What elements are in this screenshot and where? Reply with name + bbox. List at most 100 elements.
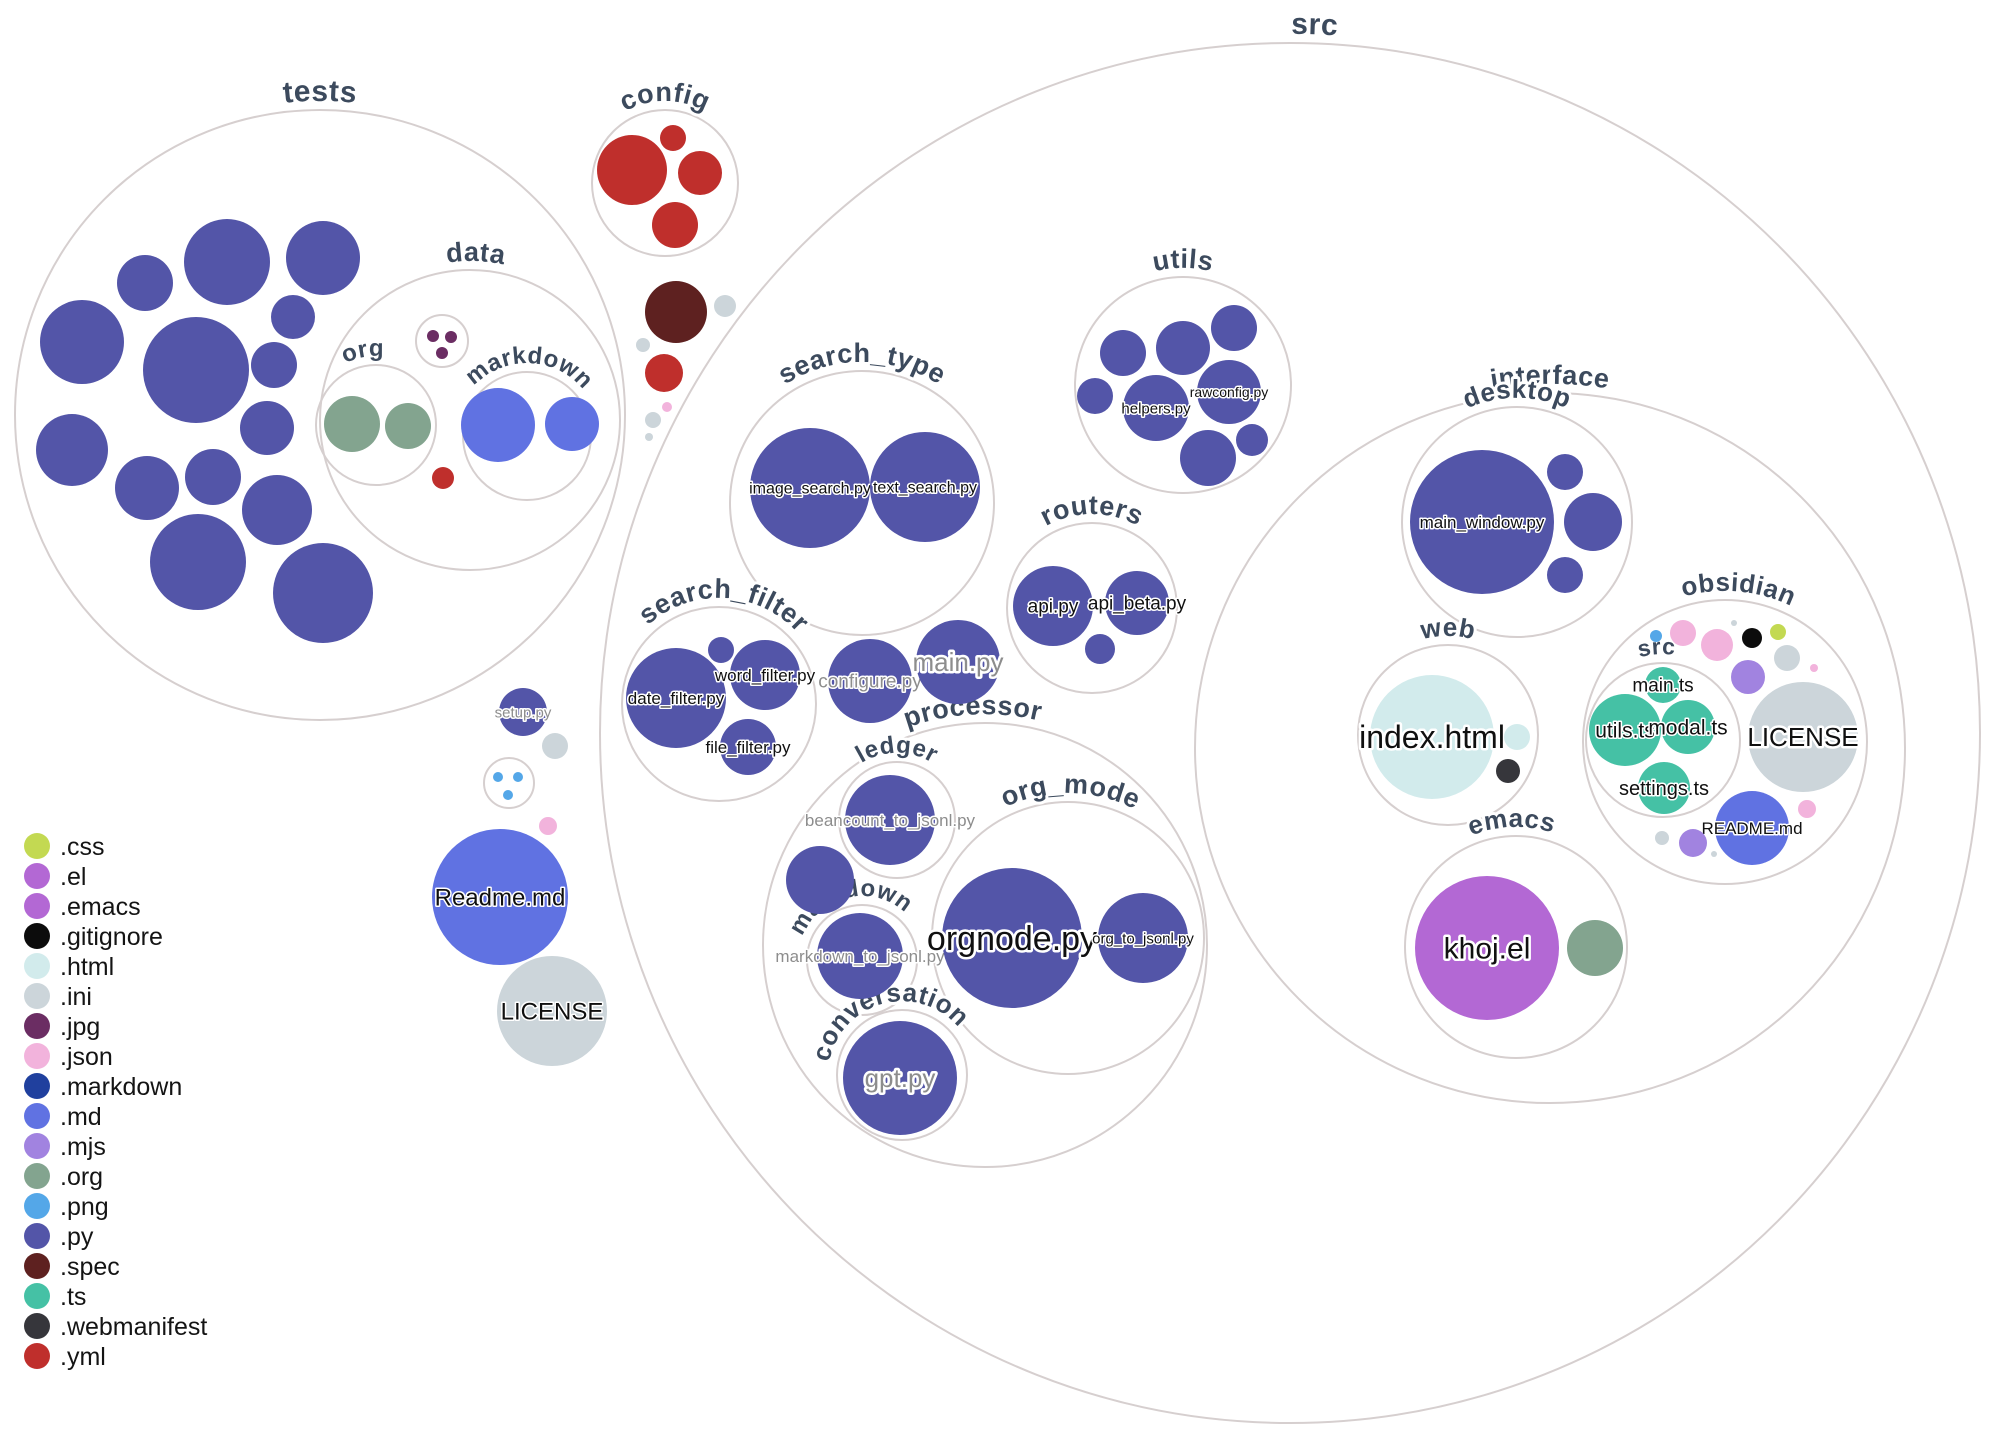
file-settings.ts-circle (1638, 762, 1690, 814)
legend-label-json: .json (60, 1043, 113, 1071)
folder-tests-circle (14, 109, 626, 721)
file-ini-file-circle (1655, 831, 1669, 845)
legend-label-el: .el (60, 863, 86, 891)
file-py-file-circle (115, 456, 179, 520)
file-api_beta.py-circle (1105, 571, 1169, 635)
legend-swatch-markdown-icon (24, 1073, 50, 1099)
file-py-file-circle (36, 414, 108, 486)
folder-interface: interface (1194, 357, 1906, 1104)
legend-swatch-webmanifest-icon (24, 1313, 50, 1339)
folder-data-jpg-folder (415, 314, 469, 368)
legend-swatch-ini-icon (24, 983, 50, 1009)
file-modal.ts-circle (1661, 700, 1715, 754)
file-mjs-file-circle (1731, 660, 1765, 694)
file-rawconfig.py-label: rawconfig.py (1190, 384, 1269, 400)
file-yml-file-circle (660, 125, 686, 151)
legend-label-spec: .spec (60, 1253, 120, 1281)
file-ini-file-circle (714, 295, 736, 317)
folder-search_type-label: search_type (773, 338, 952, 390)
file-py-file-circle (1547, 557, 1583, 593)
file-helpers.py-circle (1123, 375, 1189, 441)
file-jpg-file-circle (445, 331, 457, 343)
legend-swatch-mjs-icon (24, 1133, 50, 1159)
file-LICENSE-label: LICENSE (501, 998, 604, 1025)
file-configure.py-circle (828, 639, 912, 723)
file-text_search.py-label: text_search.py (873, 480, 977, 497)
file-py-file-circle (1180, 430, 1236, 486)
folder-processor-circle (762, 722, 1208, 1168)
legend-label-gitignore: .gitignore (60, 923, 163, 951)
file-md-file-circle (461, 388, 535, 462)
folder-tests: tests (14, 72, 626, 721)
file-css-file-circle (1770, 624, 1786, 640)
file-index.html-circle (1370, 675, 1494, 799)
legend-item-spec: .spec (24, 1253, 120, 1281)
file-py-file-circle (1100, 330, 1146, 376)
file-file_filter.py-circle (720, 719, 776, 775)
file-orgnode.py-label: orgnode.py (927, 920, 1097, 958)
file-json-file-circle (1810, 664, 1818, 672)
legend-swatch-yml-icon (24, 1343, 50, 1369)
file-yml-file-circle (678, 151, 722, 195)
folder-utils: utils (1074, 241, 1292, 494)
legend-item-ts: .ts (24, 1283, 86, 1311)
legend-label-markdown: .markdown (60, 1073, 182, 1101)
folder-data-org-circle (315, 364, 437, 486)
file-yml-file-circle (652, 202, 698, 248)
file-main.py-circle (916, 620, 1000, 704)
legend-item-yml: .yml (24, 1343, 106, 1371)
file-settings.ts-label: settings.ts (1619, 778, 1709, 800)
file-json-file-circle (1798, 800, 1816, 818)
file-py-file-circle (271, 295, 315, 339)
file-html-file-circle (1504, 724, 1530, 750)
file-yml-file-circle (645, 354, 683, 392)
file-main_window.py-label: main_window.py (1420, 513, 1545, 532)
file-image_search.py-circle (750, 428, 870, 548)
folder-interface-circle (1194, 392, 1906, 1104)
file-py-file-circle (1077, 378, 1113, 414)
file-khoj.el-label: khoj.el (1444, 933, 1531, 966)
folder-src: src (599, 5, 1981, 1424)
file-py-file-circle (1156, 321, 1210, 375)
folder-src-label: src (1291, 8, 1339, 43)
file-utils.ts-label: utils.ts (1595, 719, 1655, 742)
file-LICENSE-circle (1748, 682, 1858, 792)
legend-item-html: .html (24, 953, 114, 981)
file-org-file-circle (324, 396, 380, 452)
file-main_window.py-circle (1410, 450, 1554, 594)
file-py-file-circle (1211, 305, 1257, 351)
folder-emacs-circle (1404, 835, 1628, 1059)
file-py-file-circle (143, 317, 249, 423)
folder-search_filter-circle (621, 606, 817, 802)
file-py-file-circle (286, 221, 360, 295)
file-README.md-circle (1715, 791, 1789, 865)
folder-web-circle (1357, 644, 1539, 826)
legend-swatch-gitignore-icon (24, 923, 50, 949)
legend-label-html: .html (60, 953, 114, 981)
file-date_filter.py-label: date_filter.py (628, 689, 725, 708)
file-configure.py-label: configure.py (818, 672, 922, 693)
folder-data-circle (319, 269, 621, 571)
legend-swatch-json-icon (24, 1043, 50, 1069)
file-markdown_to_jsonl.py-label: markdown_to_jsonl.py (775, 947, 945, 966)
folder-config-circle (591, 109, 739, 257)
folder-utils-circle (1074, 276, 1292, 494)
folder-obsidian-label: obsidian (1678, 567, 1801, 612)
file-ini-file-circle (1711, 851, 1717, 857)
file-yml-file-circle (597, 135, 667, 205)
legend-label-jpg: .jpg (60, 1013, 100, 1041)
legend-item-gitignore: .gitignore (24, 923, 163, 951)
legend-label-png: .png (60, 1193, 109, 1221)
legend-swatch-el-icon (24, 863, 50, 889)
legend-label-yml: .yml (60, 1343, 106, 1371)
legend-label-ini: .ini (60, 983, 92, 1011)
legend-item-markdown: .markdown (24, 1073, 182, 1101)
legend-item-jpg: .jpg (24, 1013, 100, 1041)
legend-label-org: .org (60, 1163, 103, 1191)
file-mjs-file-circle (1679, 829, 1707, 857)
folder-routers-label: routers (1035, 490, 1148, 532)
file-json-file-circle (1670, 620, 1696, 646)
legend-item-md: .md (24, 1103, 102, 1131)
